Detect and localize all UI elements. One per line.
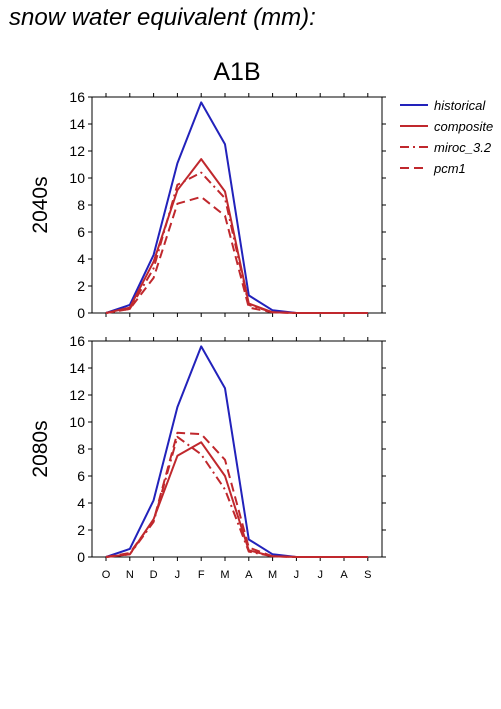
y-tick-label: 2 bbox=[77, 278, 85, 294]
series-line-2040s-historical bbox=[105, 101, 368, 314]
plot-frame-2080s bbox=[91, 340, 383, 558]
x-tick-label: O bbox=[102, 569, 111, 581]
y-tick-label: 6 bbox=[77, 468, 85, 484]
x-tick-label: M bbox=[220, 569, 229, 581]
series-line-2040s-pcm1 bbox=[105, 195, 368, 314]
x-tick-label: J bbox=[317, 569, 323, 581]
y-tick-label: 4 bbox=[77, 251, 85, 267]
x-tick-label: M bbox=[268, 569, 277, 581]
y-tick-label: 8 bbox=[77, 441, 85, 457]
x-tick-label: J bbox=[294, 569, 300, 581]
panel-label-2040s: 2040s bbox=[29, 176, 52, 233]
x-tick-label: A bbox=[340, 569, 348, 581]
panel-label-2080s: 2080s bbox=[29, 420, 52, 477]
y-tick-label: 16 bbox=[69, 333, 85, 349]
y-tick-label: 12 bbox=[69, 387, 85, 403]
legend-label-pcm1: pcm1 bbox=[433, 161, 466, 176]
y-tick-label: 10 bbox=[69, 170, 85, 186]
series-line-2080s-miroc_3.2 bbox=[105, 435, 368, 558]
y-tick-label: 16 bbox=[69, 89, 85, 105]
y-tick-label: 2 bbox=[77, 522, 85, 538]
x-tick-label: D bbox=[150, 569, 158, 581]
x-tick-label: J bbox=[175, 569, 181, 581]
series-line-2080s-pcm1 bbox=[105, 431, 368, 558]
x-tick-label: A bbox=[245, 569, 253, 581]
legend-label-historical: historical bbox=[434, 98, 486, 113]
y-tick-label: 10 bbox=[69, 414, 85, 430]
chart-title: A1B bbox=[213, 58, 260, 86]
x-tick-label: F bbox=[198, 569, 205, 581]
y-tick-label: 12 bbox=[69, 143, 85, 159]
page-title: snow water equivalent (mm): bbox=[9, 4, 316, 31]
x-tick-label: S bbox=[364, 569, 371, 581]
y-tick-label: 14 bbox=[69, 360, 85, 376]
y-tick-label: 4 bbox=[77, 495, 85, 511]
plot-frame-2040s bbox=[91, 96, 383, 314]
legend-label-composite: composite bbox=[434, 119, 493, 134]
y-tick-label: 14 bbox=[69, 116, 85, 132]
y-tick-label: 8 bbox=[77, 197, 85, 213]
y-tick-label: 6 bbox=[77, 224, 85, 240]
y-tick-label: 0 bbox=[77, 305, 85, 321]
x-tick-label: N bbox=[126, 569, 134, 581]
series-line-2080s-historical bbox=[105, 345, 368, 558]
legend-label-miroc_3.2: miroc_3.2 bbox=[434, 140, 492, 155]
y-tick-label: 0 bbox=[77, 549, 85, 565]
